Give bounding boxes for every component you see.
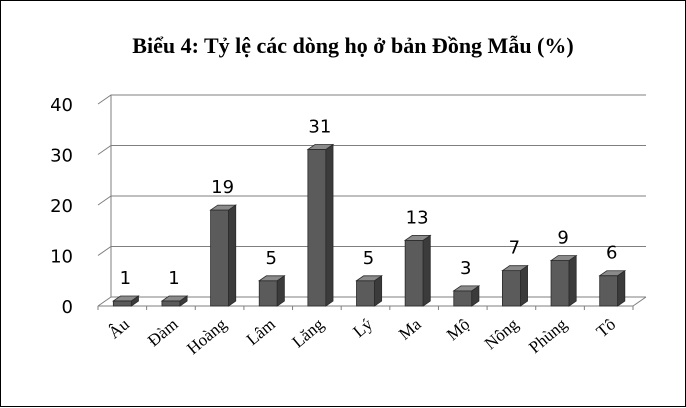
- y-tick-label: 30: [50, 146, 73, 167]
- gridline-30: [97, 145, 646, 155]
- bar: [355, 275, 383, 307]
- bar: [598, 269, 627, 307]
- bar: [257, 275, 286, 307]
- data-label: 6: [606, 243, 617, 264]
- y-tick-label: 40: [50, 95, 73, 116]
- x-tick-label: Đàm: [144, 315, 182, 351]
- x-tick-label: Tô: [593, 315, 620, 342]
- bar: [452, 285, 481, 307]
- y-tick-label: 20: [50, 196, 73, 217]
- data-label: 31: [308, 116, 331, 137]
- x-tick-label: Ma: [395, 314, 425, 343]
- gridline-10: [97, 246, 646, 256]
- x-tick-label: Lý: [349, 314, 376, 341]
- data-label: 1: [168, 268, 179, 289]
- x-tick-label: Nông: [481, 314, 523, 353]
- data-label: 7: [509, 238, 520, 259]
- bar: [549, 254, 578, 307]
- y-tick-label: 10: [50, 247, 73, 268]
- x-tick-label: Lâm: [243, 315, 279, 350]
- bar: [209, 204, 238, 307]
- bar: [306, 143, 335, 307]
- y-tick-label: 0: [62, 297, 73, 318]
- data-label: 5: [363, 248, 374, 269]
- bar: [112, 295, 140, 307]
- x-tick-label: Mộ: [443, 315, 473, 345]
- bar: [403, 234, 432, 307]
- data-label: 5: [266, 248, 277, 269]
- gridline-20: [97, 195, 646, 206]
- chart-title: Biểu 4: Tỷ lệ các dòng họ ở bản Đồng Mẫu…: [132, 33, 573, 58]
- data-label: 19: [211, 177, 234, 198]
- bar: [501, 264, 529, 307]
- data-label: 3: [460, 258, 471, 279]
- bar: [160, 295, 189, 307]
- data-label: 9: [557, 228, 568, 249]
- data-label: 13: [406, 207, 429, 228]
- floor-right-edge: [632, 296, 647, 307]
- x-tick-label: Lăng: [288, 314, 327, 351]
- x-tick-label: Hoàng: [183, 314, 230, 358]
- x-tick-label: Âu: [105, 314, 134, 342]
- gridline-40: [97, 94, 646, 105]
- data-label: 1: [120, 268, 131, 289]
- x-tick-label: Phùng: [525, 314, 571, 357]
